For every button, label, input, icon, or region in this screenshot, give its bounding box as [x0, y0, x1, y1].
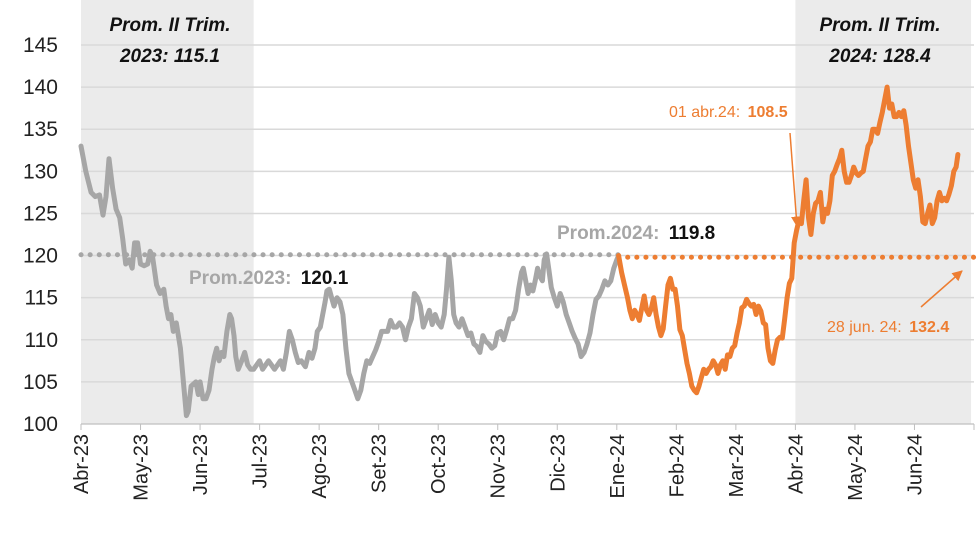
x-tick-label-set-23: Set-23: [369, 434, 391, 493]
x-tick-label-jul-23: Jul-23: [250, 434, 272, 488]
annotation-jun-date: 28 jun. 24:: [827, 319, 902, 336]
annotation-apr-label: 01 abr.24: 108.5: [669, 104, 788, 121]
shade-title-2024-line2: 2024: 128.4: [828, 46, 931, 67]
shade-title-2023-line2: 2023: 115.1: [119, 46, 220, 67]
x-tick-label-jun-24: Jun-24: [904, 434, 926, 495]
annotation-apr-value: 108.5: [748, 104, 788, 121]
y-tick-label-145: 145: [23, 34, 58, 57]
x-tick-label-may-24: May-24: [845, 434, 867, 501]
x-tick-label-dic-23: Dic-23: [547, 434, 569, 492]
y-tick-label-110: 110: [25, 329, 58, 352]
series-line-2023: [78, 143, 622, 419]
series-line-2024: [616, 84, 961, 396]
x-tick-label-ago-23: Ago-23: [309, 434, 331, 499]
annotation-jun-arrow: [920, 270, 963, 308]
x-tick-label-abr-23: Abr-23: [71, 434, 93, 494]
y-tick-label-120: 120: [23, 245, 58, 268]
y-tick-label-135: 135: [23, 118, 58, 141]
annotation-apr-date: 01 abr.24:: [669, 104, 740, 121]
x-tick-label-abr-24: Abr-24: [785, 434, 807, 494]
y-tick-label-140: 140: [23, 76, 58, 99]
shade-title-2024-line1: Prom. II Trim.: [819, 15, 940, 36]
x-tick-label-jun-23: Jun-23: [190, 434, 212, 495]
avg-2024-label: Prom.2024: 119.8: [557, 223, 715, 244]
x-tick-label-oct-23: Oct-23: [428, 434, 450, 494]
y-tick-label-130: 130: [23, 160, 58, 183]
x-tick-label-may-23: May-23: [131, 434, 153, 501]
avg-2024-prefix: Prom.2024:: [557, 223, 659, 244]
annotation-jun-value: 132.4: [909, 319, 949, 336]
avg-2024-value: 119.8: [669, 223, 716, 244]
avg-2023-label: Prom.2023: 120.1: [189, 268, 349, 289]
y-tick-label-105: 105: [23, 371, 58, 394]
shade-title-2023-line1: Prom. II Trim.: [109, 15, 230, 36]
y-tick-label-125: 125: [23, 202, 58, 225]
annotation-apr-arrow: [789, 132, 802, 228]
avg-2023-prefix: Prom.2023:: [189, 268, 291, 289]
x-tick-label-nov-23: Nov-23: [488, 434, 510, 498]
x-tick-label-mar-24: Mar-24: [726, 434, 748, 497]
avg-2023-value: 120.1: [301, 268, 349, 289]
y-tick-label-115: 115: [25, 287, 58, 310]
annotation-jun-label: 28 jun. 24: 132.4: [827, 319, 949, 336]
x-tick-label-ene-24: Ene-24: [607, 434, 629, 499]
x-tick-label-feb-24: Feb-24: [666, 434, 688, 497]
y-tick-label-100: 100: [23, 413, 58, 436]
